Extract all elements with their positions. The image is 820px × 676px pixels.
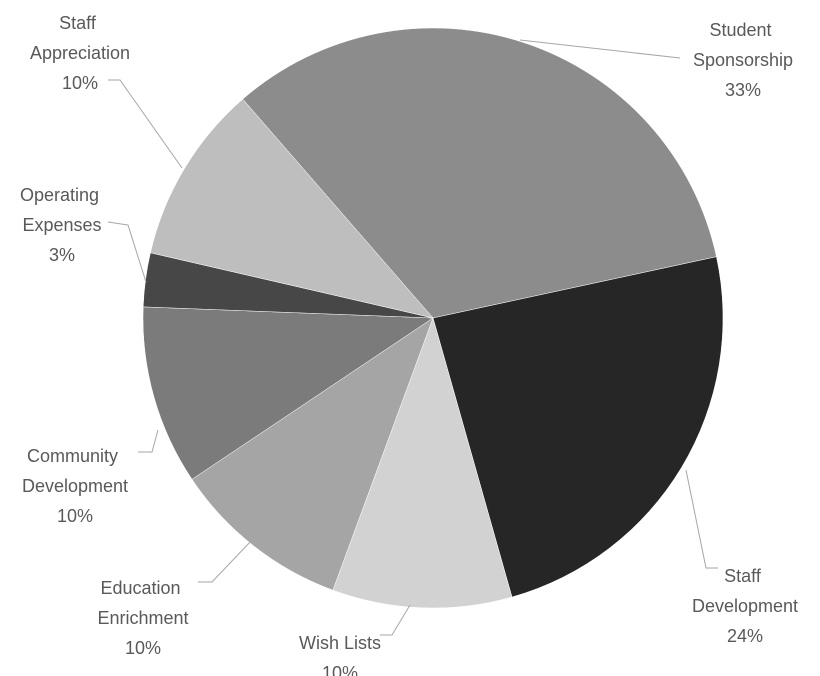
slice-value-label: 33% bbox=[725, 80, 761, 100]
slice-value-label: 10% bbox=[57, 506, 93, 526]
slice-label: Wish Lists bbox=[299, 633, 381, 653]
leader-line bbox=[685, 469, 718, 569]
slice-label: Operating Expenses bbox=[20, 185, 104, 235]
slice-value-label: 10% bbox=[322, 663, 358, 676]
pie-slice bbox=[191, 317, 434, 591]
leader-line bbox=[380, 604, 411, 636]
pie-slice bbox=[150, 98, 434, 319]
leader-line bbox=[198, 539, 253, 583]
leader-line bbox=[107, 221, 147, 283]
slice-label: Education Enrichment bbox=[97, 578, 188, 628]
slice-label: Staff Development bbox=[692, 566, 798, 616]
slice-label: Community Development bbox=[22, 446, 128, 496]
leader-line bbox=[108, 79, 183, 169]
pie-slice bbox=[332, 317, 513, 609]
slice-label: Student Sponsorship bbox=[693, 20, 793, 70]
slice-label: Staff Appreciation bbox=[30, 13, 130, 63]
slice-value-label: 24% bbox=[727, 626, 763, 646]
slice-value-label: 3% bbox=[49, 245, 75, 265]
leader-line bbox=[138, 429, 159, 453]
pie-slice bbox=[432, 256, 724, 598]
slice-value-label: 10% bbox=[62, 73, 98, 93]
leader-line bbox=[519, 39, 681, 59]
slice-value-label: 10% bbox=[125, 638, 161, 658]
pie-slice bbox=[242, 27, 717, 319]
pie-slice bbox=[142, 306, 434, 480]
